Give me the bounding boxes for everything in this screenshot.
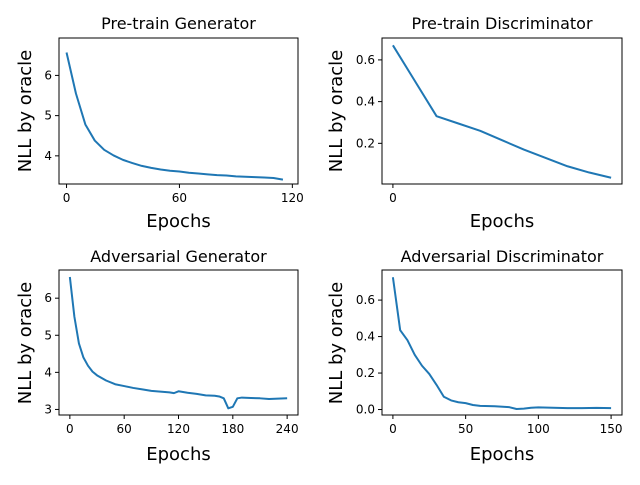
plot-area (58, 269, 299, 416)
x-axis-label: Epochs (470, 444, 535, 465)
x-tick-label: 120 (167, 422, 190, 436)
y-axis-label: NLL by oracle (326, 50, 347, 172)
y-tick-label: 0.2 (356, 136, 375, 150)
y-tick-label: 5 (44, 109, 52, 123)
series-line (392, 44, 612, 179)
y-tick-label: 6 (44, 68, 52, 82)
chart-title: Adversarial Discriminator (401, 247, 604, 266)
plot-area (58, 37, 299, 185)
x-tick-label: 60 (117, 422, 132, 436)
series-line (68, 276, 288, 410)
plot-area (381, 37, 623, 185)
x-tick-label: 100 (527, 422, 550, 436)
panel-adversarial-generator: Adversarial Generator Epochs NLL by orac… (15, 247, 299, 465)
x-tick-label: 180 (221, 422, 244, 436)
panel-pretrain-discriminator: Pre-train Discriminator Epochs NLL by or… (326, 14, 623, 232)
y-tick-label: 3 (44, 402, 52, 416)
plot-area (381, 269, 623, 416)
y-tick-label: 0.6 (356, 53, 375, 67)
x-tick-label: 150 (600, 422, 623, 436)
chart-title: Adversarial Generator (90, 247, 267, 266)
x-tick-label: 60 (172, 191, 187, 205)
y-tick-label: 0.4 (356, 95, 375, 109)
y-tick-label: 4 (44, 149, 52, 163)
x-axis-label: Epochs (146, 444, 211, 465)
y-tick-label: 0.2 (356, 366, 375, 380)
x-axis-label: Epochs (146, 211, 211, 232)
y-tick-label: 0.6 (356, 293, 375, 307)
y-tick-label: 0.0 (356, 403, 375, 417)
x-tick-label: 240 (276, 422, 299, 436)
panel-adversarial-discriminator: Adversarial Discriminator Epochs NLL by … (326, 247, 623, 465)
x-tick-label: 50 (458, 422, 473, 436)
x-tick-label: 0 (63, 191, 71, 205)
y-tick-label: 6 (44, 291, 52, 305)
x-tick-label: 0 (389, 191, 397, 205)
chart-title: Pre-train Generator (101, 14, 256, 33)
y-axis-label: NLL by oracle (326, 282, 347, 404)
chart-title: Pre-train Discriminator (411, 14, 593, 33)
y-tick-label: 4 (44, 365, 52, 379)
x-axis-label: Epochs (470, 211, 535, 232)
x-tick-label: 120 (281, 191, 304, 205)
y-axis-label: NLL by oracle (15, 282, 36, 404)
series-line (391, 277, 612, 410)
y-tick-label: 5 (44, 328, 52, 342)
series-line (65, 52, 284, 181)
y-tick-label: 0.4 (356, 330, 375, 344)
panel-pretrain-generator: Pre-train Generator Epochs NLL by oracle… (15, 14, 304, 232)
x-tick-label: 0 (389, 422, 397, 436)
x-tick-label: 0 (66, 422, 74, 436)
y-axis-label: NLL by oracle (15, 50, 36, 172)
